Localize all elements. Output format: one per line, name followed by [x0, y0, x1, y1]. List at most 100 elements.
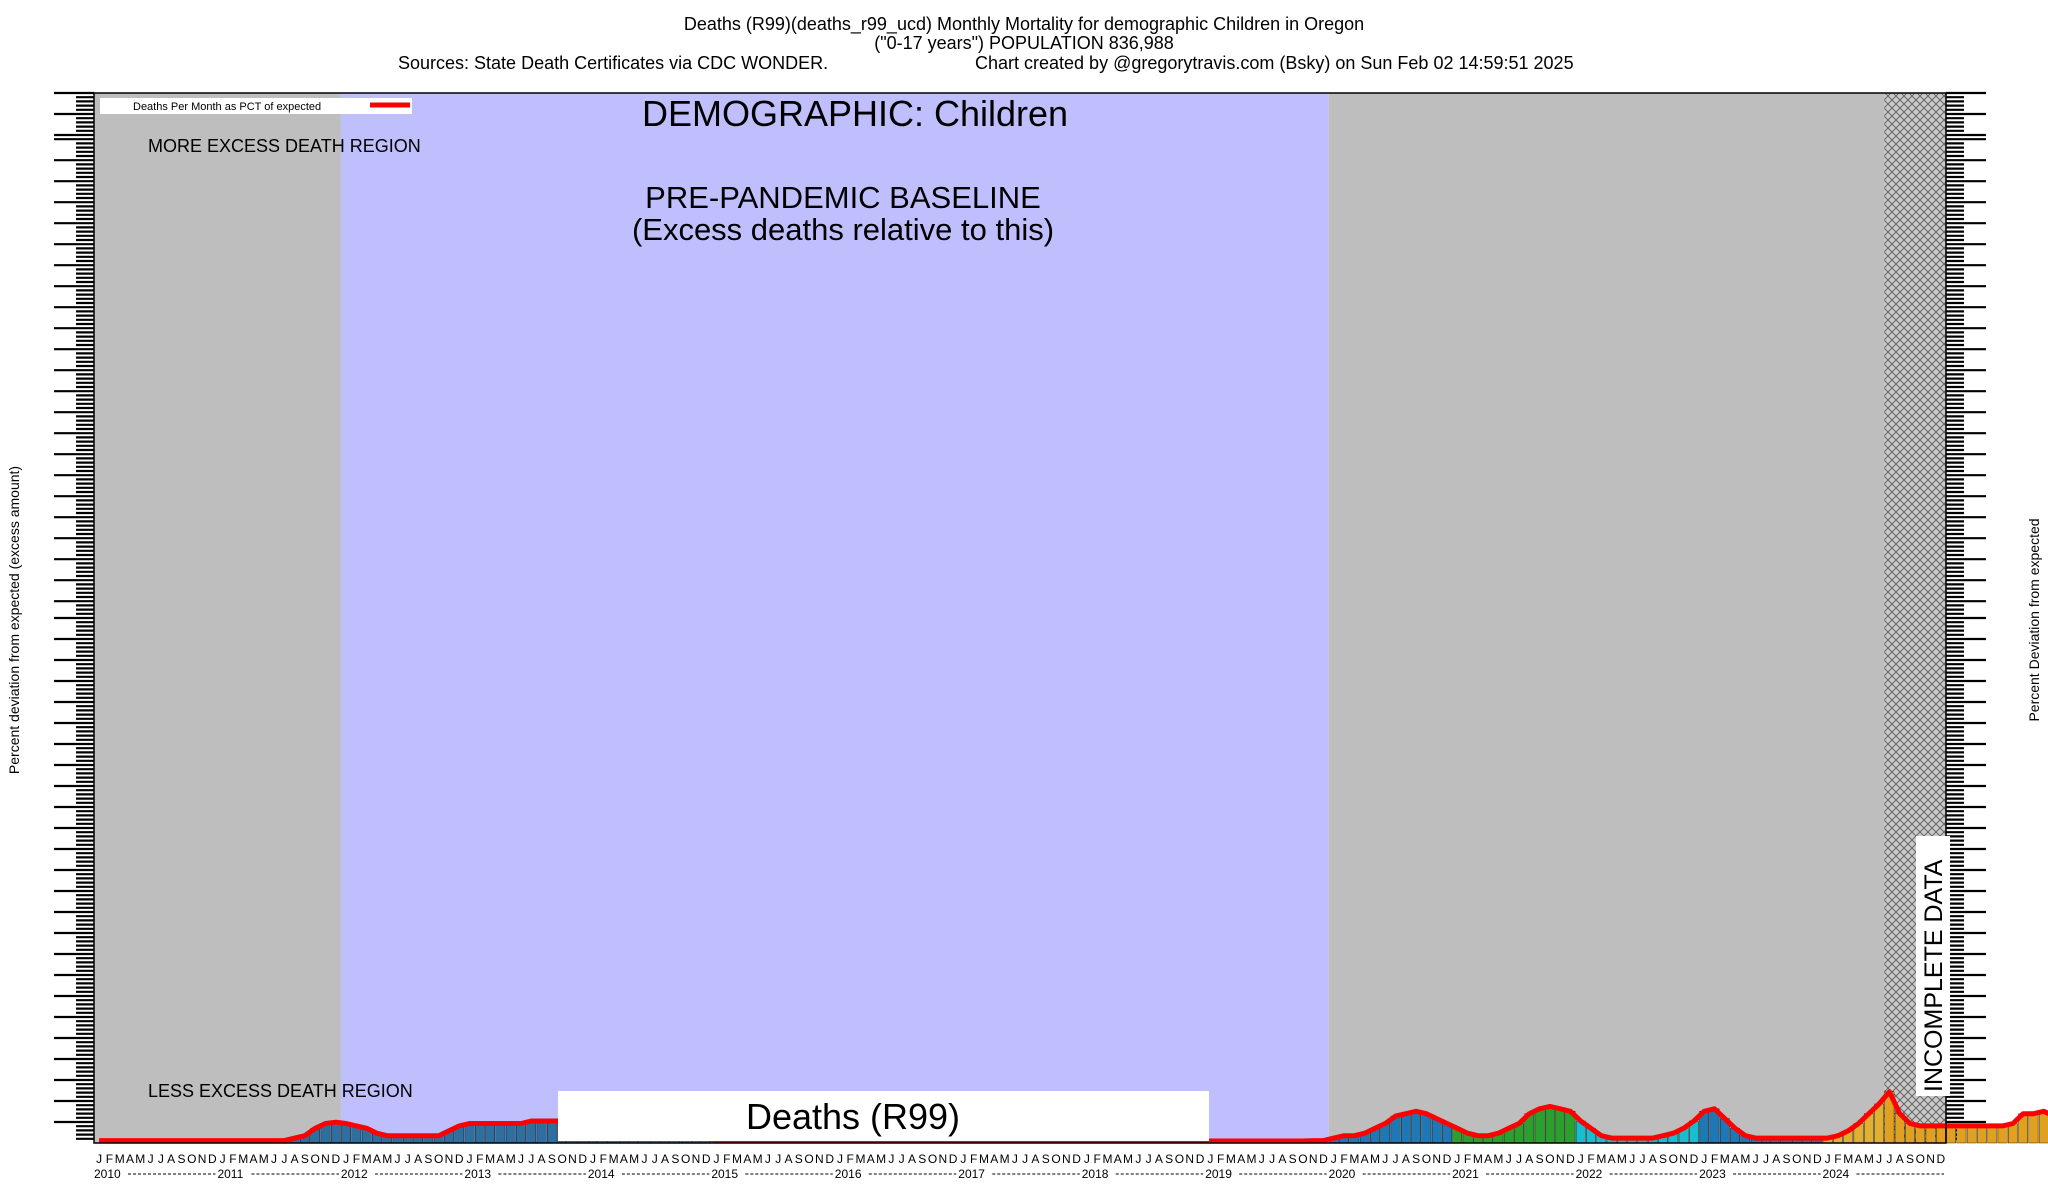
bar	[1545, 1106, 1555, 1144]
incomplete-label: INCOMPLETE DATA	[1920, 859, 1948, 1092]
x-tick-month: D	[1566, 1152, 1575, 1166]
x-tick-month: A	[496, 1152, 504, 1166]
less-excess-label: LESS EXCESS DEATH REGION	[148, 1081, 413, 1101]
x-tick-month: M	[1473, 1152, 1483, 1166]
x-tick-year: 2020	[1329, 1167, 1356, 1181]
x-tick-month: S	[1906, 1152, 1914, 1166]
x-tick-month: M	[238, 1152, 248, 1166]
x-tick-month: M	[115, 1152, 125, 1166]
x-tick-month: F	[229, 1152, 236, 1166]
x-tick-month: J	[765, 1152, 771, 1166]
x-tick-month: A	[1114, 1152, 1122, 1166]
x-tick-month: A	[1772, 1152, 1780, 1166]
x-tick-month: S	[177, 1152, 185, 1166]
x-tick-month: M	[629, 1152, 639, 1166]
x-tick-month: F	[600, 1152, 607, 1166]
x-tick-month: N	[198, 1152, 207, 1166]
bar	[1987, 1125, 1998, 1144]
x-tick-month: M	[1864, 1152, 1874, 1166]
x-tick-month: A	[990, 1152, 998, 1166]
x-tick-year: 2010	[94, 1167, 121, 1181]
x-tick-month: A	[1278, 1152, 1286, 1166]
x-tick-month: A	[1402, 1152, 1410, 1166]
x-tick-month: J	[1084, 1152, 1090, 1166]
x-tick-month: S	[424, 1152, 432, 1166]
x-tick-month: A	[1525, 1152, 1533, 1166]
bar	[1977, 1125, 1987, 1144]
x-tick-month: D	[208, 1152, 217, 1166]
x-tick-month: F	[353, 1152, 360, 1166]
x-tick-month: O	[434, 1152, 443, 1166]
chart-title-line-2: ("0-17 years") POPULATION 836,988	[874, 33, 1174, 53]
x-tick-month: N	[1926, 1152, 1935, 1166]
x-tick-month: A	[1155, 1152, 1163, 1166]
x-tick-month: J	[1578, 1152, 1584, 1166]
x-tick-month: N	[938, 1152, 947, 1166]
x-tick-month: J	[837, 1152, 843, 1166]
x-tick-month: D	[455, 1152, 464, 1166]
x-tick-month: O	[1792, 1152, 1801, 1166]
x-tick-year: 2017	[958, 1167, 985, 1181]
x-tick-month: A	[1608, 1152, 1616, 1166]
x-tick-month: D	[1196, 1152, 1205, 1166]
x-tick-month: S	[1289, 1152, 1297, 1166]
x-tick-month: O	[187, 1152, 196, 1166]
x-tick-month: O	[928, 1152, 937, 1166]
x-tick-month: J	[1825, 1152, 1831, 1166]
x-tick-year: 2013	[464, 1167, 491, 1181]
x-tick-month: F	[847, 1152, 854, 1166]
x-tick-month: O	[804, 1152, 813, 1166]
x-tick-month: M	[1596, 1152, 1606, 1166]
x-tick-month: A	[126, 1152, 134, 1166]
x-tick-month: A	[1649, 1152, 1657, 1166]
x-tick-month: D	[1937, 1152, 1946, 1166]
bar	[1421, 1113, 1432, 1144]
x-tick-month: J	[220, 1152, 226, 1166]
x-tick-month: S	[918, 1152, 926, 1166]
x-tick-year: 2011	[217, 1167, 243, 1181]
bar	[1925, 1125, 1936, 1144]
x-tick-year: 2024	[1823, 1167, 1850, 1181]
x-tick-month: J	[899, 1152, 905, 1166]
x-tick-month: M	[362, 1152, 372, 1166]
x-tick-month: M	[1740, 1152, 1750, 1166]
x-tick-month: M	[979, 1152, 989, 1166]
x-tick-month: F	[1834, 1152, 1841, 1166]
bar	[1966, 1125, 1977, 1144]
x-tick-month: O	[1051, 1152, 1060, 1166]
x-tick-month: A	[167, 1152, 175, 1166]
x-tick-month: J	[467, 1152, 473, 1166]
x-tick-month: J	[888, 1152, 894, 1166]
x-tick-month: F	[106, 1152, 113, 1166]
x-tick-month: M	[876, 1152, 886, 1166]
x-tick-month: F	[1217, 1152, 1224, 1166]
bar	[505, 1123, 516, 1144]
chart-sources: Sources: State Death Certificates via CD…	[398, 53, 829, 73]
x-tick-month: J	[1763, 1152, 1769, 1166]
bar	[1400, 1113, 1411, 1144]
x-tick-month: F	[1093, 1152, 1100, 1166]
x-tick-month: J	[1022, 1152, 1028, 1166]
x-tick-month: J	[1135, 1152, 1141, 1166]
x-tick-month: O	[1669, 1152, 1678, 1166]
x-tick-month: D	[949, 1152, 958, 1166]
x-tick-month: N	[568, 1152, 577, 1166]
legend-box	[100, 98, 412, 114]
x-tick-month: N	[1556, 1152, 1565, 1166]
x-tick-month: O	[1175, 1152, 1184, 1166]
x-tick-month: M	[1102, 1152, 1112, 1166]
x-tick-month: J	[1382, 1152, 1388, 1166]
x-tick-month: D	[1690, 1152, 1699, 1166]
x-tick-year: 2016	[835, 1167, 862, 1181]
bar	[2028, 1113, 2039, 1144]
x-tick-month: M	[856, 1152, 866, 1166]
x-tick-year: 2023	[1699, 1167, 1726, 1181]
x-tick-month: A	[1031, 1152, 1039, 1166]
x-tick-month: O	[1545, 1152, 1554, 1166]
bar	[1956, 1125, 1967, 1144]
bottom-label-box	[558, 1091, 1209, 1141]
x-tick-month: M	[382, 1152, 392, 1166]
bar	[1555, 1108, 1566, 1144]
x-tick-month: S	[301, 1152, 309, 1166]
